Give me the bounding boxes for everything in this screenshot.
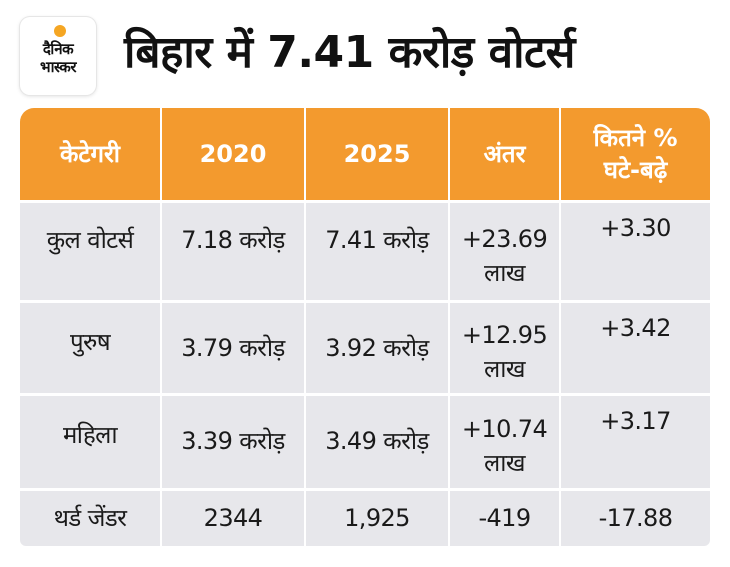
difference-value: +23.69 <box>461 224 548 253</box>
difference-value: +12.95 <box>461 321 548 349</box>
row-2020-value: 3.39 करोड़ <box>162 396 306 488</box>
dainik-bhaskar-logo: दैनिक भास्कर <box>20 17 96 95</box>
row-2025-value: 3.49 करोड़ <box>306 396 450 488</box>
row-difference: +10.74 लाख <box>450 396 561 488</box>
sun-icon <box>54 25 66 37</box>
table-header-row: केटेगरी 2020 2025 अंतर कितने % घटे-बढ़े <box>20 108 710 200</box>
header-2025: 2025 <box>306 108 450 200</box>
row-2020-value: 2344 <box>162 491 306 546</box>
header-category: केटेगरी <box>20 108 162 200</box>
row-difference: -419 <box>450 491 561 546</box>
row-category: थर्ड जेंडर <box>20 491 162 546</box>
row-category: महिला <box>20 396 162 488</box>
row-difference: +23.69 लाख <box>450 203 561 300</box>
row-category: कुल वोटर्स <box>20 203 162 300</box>
row-2025-value: 3.92 करोड़ <box>306 303 450 393</box>
row-2020-value: 7.18 करोड़ <box>162 203 306 300</box>
difference-unit: लाख <box>484 449 526 477</box>
table-row: थर्ड जेंडर 2344 1,925 -419 -17.88 <box>20 488 710 546</box>
logo-text-line2: भास्कर <box>40 58 76 76</box>
voters-table: केटेगरी 2020 2025 अंतर कितने % घटे-बढ़े … <box>20 108 710 546</box>
table-row: महिला 3.39 करोड़ 3.49 करोड़ +10.74 लाख +… <box>20 393 710 488</box>
row-2025-value: 7.41 करोड़ <box>306 203 450 300</box>
header-difference: अंतर <box>450 108 561 200</box>
header-percent-change: कितने % घटे-बढ़े <box>593 124 678 184</box>
row-category: पुरुष <box>20 303 162 393</box>
row-percent-change: +3.17 <box>600 407 671 435</box>
difference-unit: लाख <box>484 355 526 383</box>
header: दैनिक भास्कर बिहार में 7.41 करोड़ वोटर्स <box>0 0 730 100</box>
table-row: पुरुष 3.79 करोड़ 3.92 करोड़ +12.95 लाख +… <box>20 300 710 393</box>
row-2025-value: 1,925 <box>306 491 450 546</box>
table-row: कुल वोटर्स 7.18 करोड़ 7.41 करोड़ +23.69 … <box>20 200 710 300</box>
row-percent-change: -17.88 <box>598 504 673 532</box>
row-2020-value: 3.79 करोड़ <box>162 303 306 393</box>
logo-text-line1: दैनिक <box>42 40 74 58</box>
row-difference: +12.95 लाख <box>450 303 561 393</box>
page-title: बिहार में 7.41 करोड़ वोटर्स <box>124 27 575 78</box>
header-2020: 2020 <box>162 108 306 200</box>
row-percent-change: +3.30 <box>600 214 671 242</box>
difference-value: +10.74 <box>461 415 548 443</box>
difference-unit: लाख <box>484 258 526 287</box>
row-percent-change: +3.42 <box>600 314 671 342</box>
